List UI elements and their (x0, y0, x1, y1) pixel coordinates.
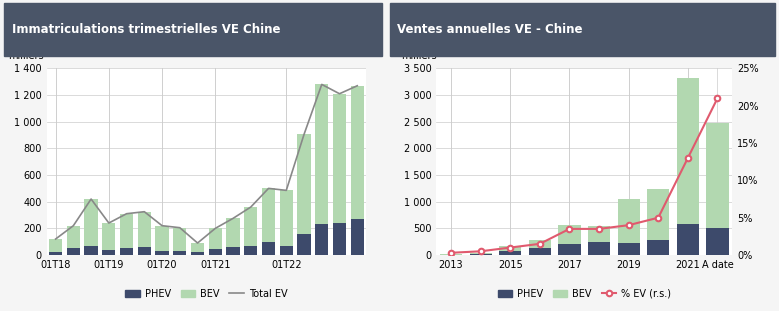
Bar (470, 254, 492, 255)
Bar (262, 242, 275, 255)
Bar (227, 218, 240, 247)
Bar (209, 249, 222, 255)
Bar (49, 239, 62, 252)
Bar (315, 224, 329, 255)
Bar (647, 240, 669, 255)
Text: Ventes annuelles VE - Chine: Ventes annuelles VE - Chine (397, 23, 583, 36)
Bar (120, 214, 133, 248)
Bar (707, 123, 728, 228)
Text: milliers: milliers (400, 51, 436, 61)
Bar (280, 190, 293, 246)
Bar (244, 246, 257, 255)
Bar (499, 247, 521, 251)
Bar (102, 250, 115, 255)
Bar (102, 223, 115, 250)
Bar (647, 189, 669, 240)
Bar (298, 134, 311, 234)
Bar (499, 251, 521, 255)
Bar (559, 225, 580, 244)
Bar (244, 207, 257, 246)
Bar (209, 228, 222, 249)
Bar (262, 188, 275, 242)
Bar (333, 223, 346, 255)
Bar (559, 244, 580, 255)
Bar (529, 239, 551, 248)
Bar (351, 219, 364, 255)
Bar (677, 78, 699, 224)
Bar (351, 86, 364, 219)
Bar (84, 199, 97, 246)
Bar (588, 242, 610, 255)
Bar (333, 94, 346, 223)
Bar (173, 228, 186, 251)
Bar (84, 246, 97, 255)
Legend: PHEV, BEV, % EV (r.s.): PHEV, BEV, % EV (r.s.) (494, 285, 675, 302)
Legend: PHEV, BEV, Total EV: PHEV, BEV, Total EV (122, 285, 291, 302)
Text: milliers: milliers (9, 51, 44, 61)
Bar (707, 228, 728, 255)
Bar (298, 234, 311, 255)
Bar (49, 252, 62, 255)
Bar (280, 246, 293, 255)
Bar (315, 84, 329, 224)
Bar (618, 199, 640, 243)
Bar (440, 254, 462, 255)
Bar (67, 226, 80, 248)
Bar (138, 212, 151, 247)
Bar (588, 226, 610, 242)
Bar (156, 251, 169, 255)
Bar (529, 248, 551, 255)
Bar (120, 248, 133, 255)
Bar (156, 226, 169, 251)
Bar (138, 247, 151, 255)
Text: Immatriculations trimestrielles VE Chine: Immatriculations trimestrielles VE Chine (12, 23, 280, 36)
Bar (173, 251, 186, 255)
Bar (67, 248, 80, 255)
Bar (677, 224, 699, 255)
Bar (227, 247, 240, 255)
Bar (191, 252, 204, 255)
Bar (191, 243, 204, 252)
Bar (618, 243, 640, 255)
Bar (470, 253, 492, 254)
